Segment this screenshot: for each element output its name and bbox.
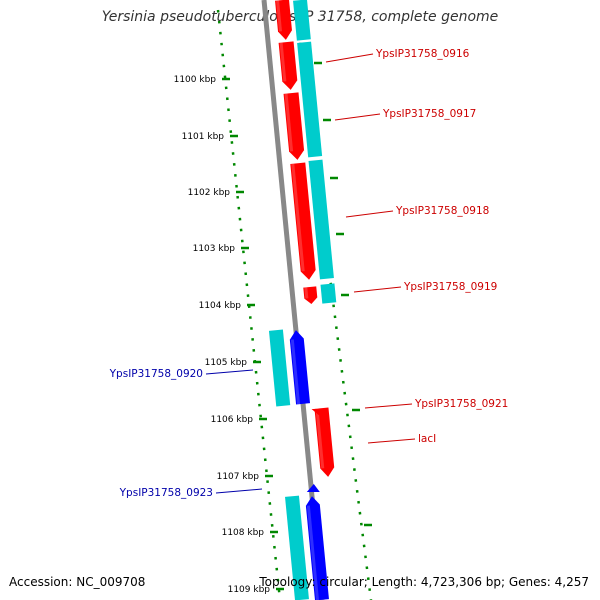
reverse-cds-arrow xyxy=(289,330,311,405)
forward-cds-arrow xyxy=(290,162,316,280)
ruler-tick-label: 1108 kbp xyxy=(222,528,265,538)
reverse-gene-label[interactable]: YpsIP31758_0920 xyxy=(109,368,203,380)
topology-text: Topology: circular; Length: 4,723,306 bp… xyxy=(259,575,589,589)
forward-gene-label[interactable]: YpsIP31758_0917 xyxy=(382,108,476,120)
forward-cds-arrow xyxy=(283,92,305,160)
forward-ruler-ticks xyxy=(314,61,372,527)
gene-span xyxy=(268,329,291,407)
gene-callouts: YpsIP31758_0916 YpsIP31758_0917 YpsIP31758… xyxy=(109,48,509,499)
ruler-tick-label: 1101 kbp xyxy=(182,132,225,142)
ruler-tick-label: 1102 kbp xyxy=(188,188,231,198)
callout-line xyxy=(334,113,381,121)
forward-gene-label[interactable]: YpsIP31758_0919 xyxy=(403,281,497,293)
forward-cds-arrow xyxy=(314,407,335,477)
callout-line xyxy=(353,286,402,293)
forward-gene-label[interactable]: YpsIP31758_0918 xyxy=(395,205,489,217)
forward-gene-label[interactable]: YpsIP31758_0916 xyxy=(375,48,470,60)
forward-gene-label[interactable]: YpsIP31758_0921 xyxy=(414,398,508,410)
gene-span xyxy=(285,495,309,600)
callout-line xyxy=(205,369,254,375)
ruler-tick-label: 1104 kbp xyxy=(199,301,242,311)
gene-span xyxy=(320,283,337,304)
gene-features xyxy=(268,0,337,600)
ruler-tick-label: 1103 kbp xyxy=(193,244,236,254)
gene-span xyxy=(308,159,334,280)
reverse-gene-label[interactable]: YpsIP31758_0923 xyxy=(119,487,213,499)
forward-cds-arrow xyxy=(275,0,292,40)
reverse-ruler-ticks: 1100 kbp 1101 kbp 1102 kbp 1103 kbp 1104 kbp… xyxy=(174,75,284,595)
gene-span xyxy=(297,41,323,158)
ruler-tick-label: 1109 kbp xyxy=(228,585,271,595)
ruler-tick-label: 1107 kbp xyxy=(217,472,260,482)
ruler-tick-label: 1105 kbp xyxy=(205,358,248,368)
reverse-ruler: 1100 kbp 1101 kbp 1102 kbp 1103 kbp 1104 kbp… xyxy=(174,9,284,600)
forward-cds-arrow xyxy=(278,41,298,90)
callout-line xyxy=(364,403,413,409)
callout-line xyxy=(345,210,394,218)
callout-line xyxy=(325,53,374,63)
forward-cds-arrow xyxy=(303,286,318,304)
forward-gene-label[interactable]: lacI xyxy=(418,433,436,445)
forward-cds-arrow xyxy=(311,409,325,415)
callout-line xyxy=(367,438,416,444)
accession-text: Accession: NC_009708 xyxy=(9,575,146,589)
ruler-tick-label: 1100 kbp xyxy=(174,75,217,85)
reverse-cds-arrow xyxy=(306,484,320,492)
reverse-cds-arrow xyxy=(305,496,329,600)
gene-span xyxy=(293,0,311,41)
callout-line xyxy=(215,488,263,494)
ruler-tick-label: 1106 kbp xyxy=(211,415,254,425)
